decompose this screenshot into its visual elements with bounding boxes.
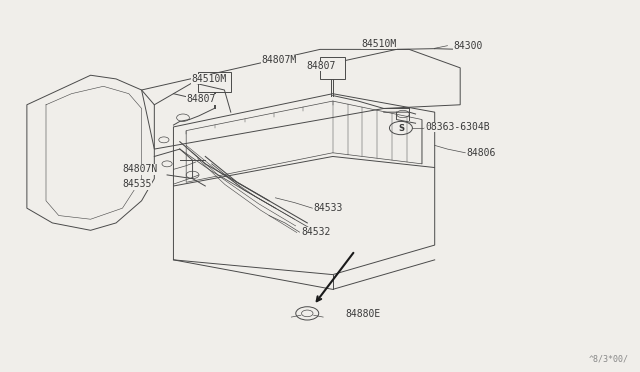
Text: 84807: 84807 xyxy=(306,61,335,71)
Text: 84807: 84807 xyxy=(186,94,216,104)
Text: 84535: 84535 xyxy=(122,179,152,189)
Text: ^8/3*00/: ^8/3*00/ xyxy=(589,354,629,363)
Text: 84533: 84533 xyxy=(314,203,343,213)
Text: 84510M: 84510M xyxy=(362,39,397,49)
Text: 08363-6304B: 08363-6304B xyxy=(425,122,490,132)
Text: 84806: 84806 xyxy=(467,148,496,158)
Text: 84510M: 84510M xyxy=(191,74,227,84)
Text: S: S xyxy=(398,124,404,132)
Text: 84532: 84532 xyxy=(301,227,330,237)
Text: 84880E: 84880E xyxy=(346,310,381,320)
Text: 84300: 84300 xyxy=(454,41,483,51)
Text: 84807M: 84807M xyxy=(261,55,296,65)
Text: 84807N: 84807N xyxy=(122,164,157,174)
